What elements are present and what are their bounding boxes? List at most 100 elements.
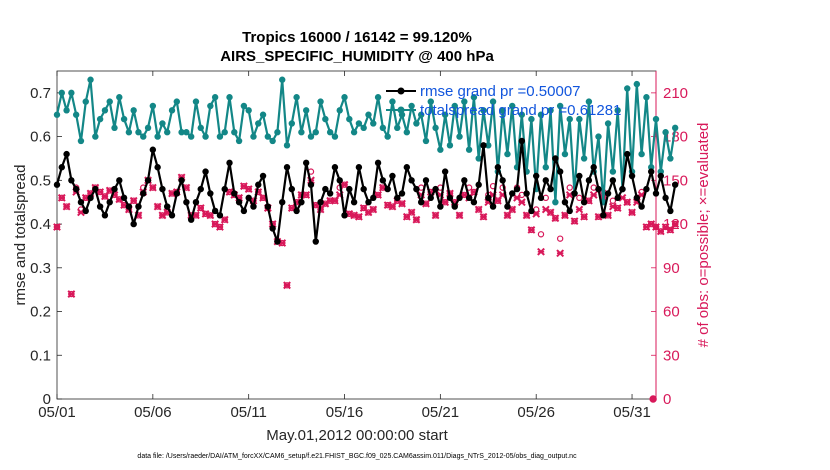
rmse-point xyxy=(140,190,147,197)
x-tick-label-1: 05/06 xyxy=(134,404,172,421)
y-tick-label-1: 0.1 xyxy=(30,347,51,364)
rmse-point xyxy=(648,168,655,175)
totalspread-point xyxy=(255,120,262,127)
totalspread-point xyxy=(197,124,204,132)
rmse-point xyxy=(231,190,238,197)
series-layer xyxy=(53,76,680,403)
rmse-point xyxy=(211,207,219,215)
obs-possible-point xyxy=(566,184,573,191)
rmse-point xyxy=(633,194,641,202)
rmse-line xyxy=(55,139,677,243)
obs-evaluated-point xyxy=(628,208,636,217)
rmse-point xyxy=(269,225,276,232)
totalspread-point xyxy=(154,133,161,140)
totalspread-point xyxy=(408,102,415,110)
totalspread-point xyxy=(245,107,252,114)
obs-evaluated-point xyxy=(623,198,632,207)
obs-evaluated-point xyxy=(302,191,311,199)
totalspread-point xyxy=(489,98,497,105)
rmse-point xyxy=(384,185,391,193)
obs-evaluated-point xyxy=(67,290,76,298)
totalspread-point xyxy=(504,150,511,158)
rmse-point xyxy=(465,194,473,202)
obs-evaluated-point xyxy=(57,193,66,202)
rmse-point xyxy=(360,185,367,193)
obs-evaluated-point xyxy=(455,211,464,220)
y-tick-label-5: 0.5 xyxy=(30,172,51,189)
rmse-point xyxy=(365,199,372,206)
rmse-point xyxy=(643,185,650,193)
rmse-point xyxy=(671,181,679,188)
totalspread-point xyxy=(547,107,554,114)
rmse-point xyxy=(590,164,597,171)
rmse-point xyxy=(408,177,415,184)
y2-tick-label-3: 90 xyxy=(663,260,680,277)
totalspread-point xyxy=(365,111,372,118)
obs-evaluated-point xyxy=(340,180,349,189)
rmse-point xyxy=(92,185,99,193)
totalspread-point xyxy=(140,133,147,140)
totalspread-point xyxy=(101,107,109,114)
totalspread-point xyxy=(68,89,75,97)
x-tick-label-4: 05/21 xyxy=(422,404,460,421)
rmse-point xyxy=(566,207,573,215)
x-tick-label-5: 05/26 xyxy=(517,404,555,421)
obs-evaluated-point xyxy=(580,212,589,221)
totalspread-point xyxy=(648,164,655,171)
rmse-point xyxy=(245,194,252,202)
totalspread-point xyxy=(264,133,272,140)
x-tick-label-3: 05/16 xyxy=(326,404,364,421)
totalspread-point xyxy=(187,133,195,140)
totalspread-point xyxy=(652,115,660,123)
rmse-point xyxy=(561,199,569,206)
rmse-point xyxy=(355,164,363,171)
footer-file-path: data file: /Users/raeder/DAI/ATM_forcXX/… xyxy=(137,453,577,460)
obs-evaluated-point xyxy=(148,183,157,192)
rmse-point xyxy=(547,185,554,193)
rmse-point xyxy=(374,159,382,167)
rmse-point xyxy=(197,185,204,193)
totalspread-point xyxy=(470,94,478,101)
rmse-point xyxy=(130,220,137,228)
totalspread-point xyxy=(556,102,564,110)
y-axis-label: rmse and totalspread xyxy=(12,165,29,306)
obs-evaluated-point xyxy=(431,211,440,220)
legend-rmse-marker xyxy=(397,87,405,95)
obs-evaluated-point xyxy=(206,211,215,220)
rmse-point xyxy=(187,216,195,223)
totalspread-point xyxy=(427,98,434,105)
rmse-point xyxy=(667,207,674,215)
totalspread-point xyxy=(480,107,487,114)
obs-possible-point xyxy=(576,194,583,202)
rmse-point xyxy=(437,203,444,210)
x-axis: 05/01 05/06 05/11 05/16 05/21 05/26 05/31 xyxy=(38,71,651,421)
rmse-point xyxy=(274,238,281,245)
totalspread-point xyxy=(456,133,463,140)
totalspread-point xyxy=(106,98,113,105)
rmse-point xyxy=(398,190,406,197)
rmse-point xyxy=(207,190,214,197)
rmse-point xyxy=(513,185,521,193)
rmse-point xyxy=(494,164,502,171)
y2-tick-label-6: 180 xyxy=(663,129,688,146)
totalspread-point xyxy=(326,129,334,136)
totalspread-point xyxy=(279,76,286,83)
obs-evaluated-point xyxy=(474,205,483,214)
totalspread-point xyxy=(537,111,545,118)
totalspread-point xyxy=(250,133,257,140)
totalspread-point xyxy=(552,199,559,206)
totalspread-point xyxy=(662,129,669,136)
rmse-point xyxy=(576,172,583,180)
obs-evaluated-point xyxy=(244,185,253,193)
totalspread-point xyxy=(274,129,281,136)
y-tick-label-2: 0.2 xyxy=(30,304,51,321)
totalspread-point xyxy=(240,102,248,110)
obs-evaluated-point xyxy=(589,191,598,199)
rmse-point xyxy=(255,181,262,188)
rmse-point xyxy=(427,194,434,202)
totalspread-point xyxy=(389,98,396,105)
y2-tick-label-2: 60 xyxy=(663,304,680,321)
obs-final-point xyxy=(649,395,657,403)
rmse-point xyxy=(58,164,65,171)
totalspread-point xyxy=(437,146,444,153)
